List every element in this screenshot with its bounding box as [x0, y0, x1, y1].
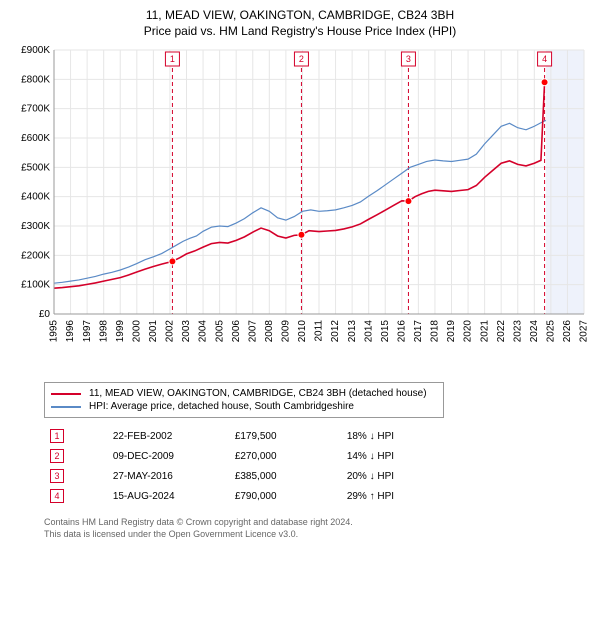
- event-cell-delta: 18% ↓ HPI: [341, 426, 484, 446]
- future-shade: [546, 50, 584, 314]
- y-tick-label: £600K: [21, 133, 50, 144]
- x-tick-label: 2000: [131, 320, 142, 343]
- x-tick-label: 2018: [430, 320, 441, 343]
- y-tick-label: £100K: [21, 280, 50, 291]
- event-cell-date: 15-AUG-2024: [107, 486, 229, 506]
- x-tick-label: 2009: [281, 320, 292, 343]
- event-marker-number: 4: [542, 54, 547, 64]
- x-tick-label: 2025: [546, 320, 557, 343]
- title-subtitle: Price paid vs. HM Land Registry's House …: [10, 24, 590, 38]
- y-tick-label: £300K: [21, 221, 50, 232]
- attribution-line2: This data is licensed under the Open Gov…: [44, 528, 544, 540]
- legend-swatch: [51, 393, 81, 395]
- events-table: 1 22-FEB-2002£179,50018% ↓ HPI 2 09-DEC-200…: [44, 426, 484, 506]
- event-dot: [298, 231, 305, 238]
- event-cell-delta: 20% ↓ HPI: [341, 466, 484, 486]
- event-cell-delta: 14% ↓ HPI: [341, 446, 484, 466]
- x-tick-label: 2002: [165, 320, 176, 343]
- x-tick-label: 2015: [380, 320, 391, 343]
- x-tick-label: 2019: [446, 320, 457, 343]
- event-cell-date: 09-DEC-2009: [107, 446, 229, 466]
- event-marker-number: 3: [406, 54, 411, 64]
- y-tick-label: £200K: [21, 250, 50, 261]
- attribution-line1: Contains HM Land Registry data © Crown c…: [44, 516, 544, 528]
- event-row: 4 15-AUG-2024£790,00029% ↑ HPI: [44, 486, 484, 506]
- event-number-box: 2: [50, 449, 64, 463]
- x-tick-label: 2010: [297, 320, 308, 343]
- x-tick-label: 1996: [65, 320, 76, 343]
- legend-label: HPI: Average price, detached house, Sout…: [89, 401, 354, 412]
- x-tick-label: 2017: [413, 320, 424, 343]
- attribution: Contains HM Land Registry data © Crown c…: [44, 516, 544, 540]
- event-cell-price: £270,000: [229, 446, 341, 466]
- x-tick-label: 1998: [98, 320, 109, 343]
- event-number-box: 3: [50, 469, 64, 483]
- event-dot: [405, 198, 412, 205]
- x-tick-label: 2020: [463, 320, 474, 343]
- y-tick-label: £800K: [21, 74, 50, 85]
- x-tick-label: 2021: [479, 320, 490, 343]
- y-tick-label: £400K: [21, 192, 50, 203]
- event-row: 2 09-DEC-2009£270,00014% ↓ HPI: [44, 446, 484, 466]
- event-row: 1 22-FEB-2002£179,50018% ↓ HPI: [44, 426, 484, 446]
- event-cell-num: 1: [44, 426, 107, 446]
- x-tick-label: 2007: [247, 320, 258, 343]
- x-tick-label: 2006: [231, 320, 242, 343]
- event-dot: [169, 258, 176, 265]
- x-tick-label: 2001: [148, 320, 159, 343]
- x-tick-label: 2012: [330, 320, 341, 343]
- event-cell-num: 4: [44, 486, 107, 506]
- event-cell-delta: 29% ↑ HPI: [341, 486, 484, 506]
- x-tick-label: 2011: [314, 320, 325, 342]
- legend-item: HPI: Average price, detached house, Sout…: [51, 400, 437, 413]
- event-marker-number: 1: [170, 54, 175, 64]
- event-marker-number: 2: [299, 54, 304, 64]
- title-address: 11, MEAD VIEW, OAKINGTON, CAMBRIDGE, CB2…: [10, 8, 590, 22]
- x-tick-label: 2024: [529, 320, 540, 343]
- legend: 11, MEAD VIEW, OAKINGTON, CAMBRIDGE, CB2…: [44, 382, 444, 418]
- event-number-box: 4: [50, 489, 64, 503]
- x-tick-label: 2005: [214, 320, 225, 343]
- x-tick-label: 2027: [579, 320, 590, 343]
- chart-svg: £0 £100K £200K £300K £400K £500K £600K £700K £80…: [10, 44, 590, 374]
- chart-plot-area: £0 £100K £200K £300K £400K £500K £600K £700K £80…: [10, 44, 590, 374]
- event-row: 3 27-MAY-2016£385,00020% ↓ HPI: [44, 466, 484, 486]
- event-cell-num: 2: [44, 446, 107, 466]
- x-tick-label: 2014: [363, 320, 374, 343]
- event-cell-price: £179,500: [229, 426, 341, 446]
- chart-container: 11, MEAD VIEW, OAKINGTON, CAMBRIDGE, CB2…: [0, 0, 600, 550]
- x-tick-label: 2004: [198, 320, 209, 343]
- legend-swatch: [51, 406, 81, 408]
- x-tick-label: 2022: [496, 320, 507, 343]
- x-tick-label: 1995: [49, 320, 60, 343]
- y-tick-label: £700K: [21, 104, 50, 115]
- y-tick-label: £500K: [21, 162, 50, 173]
- event-cell-price: £385,000: [229, 466, 341, 486]
- x-tick-label: 2026: [562, 320, 573, 343]
- event-dot: [541, 79, 548, 86]
- legend-label: 11, MEAD VIEW, OAKINGTON, CAMBRIDGE, CB2…: [89, 388, 427, 399]
- x-tick-label: 2023: [512, 320, 523, 343]
- x-tick-label: 1997: [82, 320, 93, 343]
- event-number-box: 1: [50, 429, 64, 443]
- x-tick-label: 2013: [347, 320, 358, 343]
- legend-item: 11, MEAD VIEW, OAKINGTON, CAMBRIDGE, CB2…: [51, 387, 437, 400]
- event-cell-date: 22-FEB-2002: [107, 426, 229, 446]
- y-tick-label: £0: [39, 309, 51, 320]
- x-tick-label: 2003: [181, 320, 192, 343]
- event-cell-date: 27-MAY-2016: [107, 466, 229, 486]
- chart-titles: 11, MEAD VIEW, OAKINGTON, CAMBRIDGE, CB2…: [10, 8, 590, 38]
- event-cell-num: 3: [44, 466, 107, 486]
- x-tick-label: 2008: [264, 320, 275, 343]
- event-cell-price: £790,000: [229, 486, 341, 506]
- series-hpi: [54, 120, 546, 283]
- x-tick-label: 2016: [396, 320, 407, 343]
- series-property: [54, 82, 545, 288]
- y-tick-label: £900K: [21, 45, 50, 56]
- x-tick-label: 1999: [115, 320, 126, 343]
